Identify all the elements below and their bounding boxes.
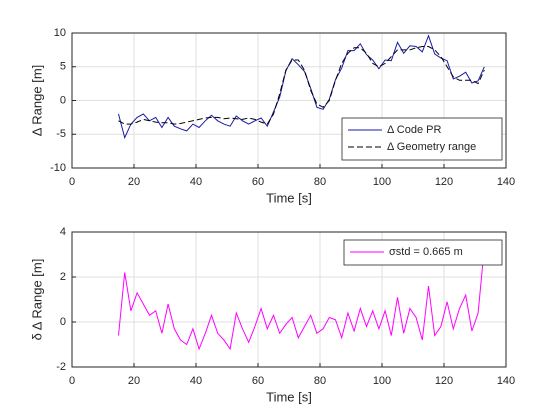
x-tick-label: 80 (314, 176, 326, 188)
legend-label: Δ Geometry range (387, 141, 476, 153)
x-tick-label: 60 (252, 176, 264, 188)
y-axis-label: δ Δ Range [m] (29, 259, 44, 341)
x-axis-label: Time [s] (266, 190, 312, 205)
x-tick-label: 40 (190, 375, 202, 387)
legend-label: σstd = 0.665 m (389, 246, 463, 258)
data-line (118, 34, 485, 140)
axes-box (71, 32, 507, 169)
y-tick-label: -5 (56, 128, 66, 140)
x-tick-label: 0 (69, 375, 75, 387)
x-tick-label: 100 (373, 375, 391, 387)
x-tick-label: 80 (314, 375, 326, 387)
y-tick-label: 10 (54, 27, 66, 39)
x-tick-label: 0 (69, 176, 75, 188)
axes-box (71, 231, 507, 368)
y-tick-label: -2 (56, 361, 66, 373)
x-tick-label: 60 (252, 375, 264, 387)
y-tick-label: 0 (60, 316, 66, 328)
x-tick-label: 140 (497, 375, 515, 387)
y-axis-label: Δ Range [m] (29, 65, 44, 137)
x-tick-label: 100 (373, 176, 391, 188)
x-tick-label: 20 (128, 176, 140, 188)
y-tick-label: 0 (60, 94, 66, 106)
y-tick-label: 4 (60, 226, 66, 238)
data-line (118, 247, 485, 351)
legend-box (341, 117, 503, 161)
data-line (118, 46, 485, 125)
y-tick-label: -10 (50, 162, 66, 174)
x-tick-label: 120 (435, 176, 453, 188)
legend-label: Δ Code PR (387, 124, 441, 136)
x-tick-label: 40 (190, 176, 202, 188)
y-tick-label: 2 (60, 271, 66, 283)
x-axis-label: Time [s] (266, 389, 312, 404)
x-tick-label: 120 (435, 375, 453, 387)
y-tick-label: 5 (60, 61, 66, 73)
x-tick-label: 140 (497, 176, 515, 188)
x-tick-label: 20 (128, 375, 140, 387)
